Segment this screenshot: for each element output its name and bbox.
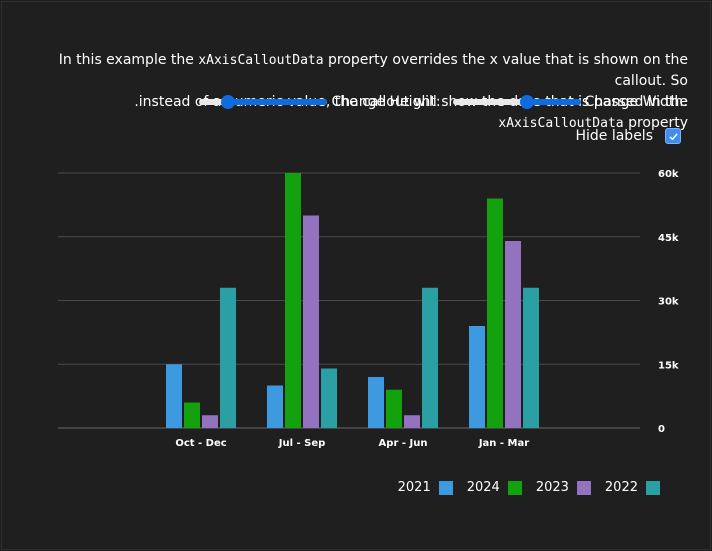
height-slider-thumb[interactable]: [220, 95, 235, 109]
change-width-label: :Change Width: [584, 94, 688, 110]
bar[interactable]: [321, 368, 337, 429]
bar[interactable]: [469, 326, 485, 428]
legend-label: 2021: [397, 480, 431, 495]
legend-swatch: [576, 480, 591, 495]
y-tick-label: 15k: [658, 360, 679, 371]
x-tick-label: Jul - Sep: [278, 438, 326, 449]
legend-item[interactable]: 2023: [536, 480, 591, 495]
bar[interactable]: [487, 198, 503, 429]
legend-item[interactable]: 2021: [398, 480, 453, 495]
legend-item[interactable]: 2022: [605, 480, 660, 495]
bar[interactable]: [386, 389, 402, 428]
bar[interactable]: [368, 377, 384, 428]
bar[interactable]: [285, 173, 301, 428]
size-controls: :Change Width :Change Height: [199, 92, 688, 112]
y-tick-label: 60k: [658, 169, 679, 180]
bar[interactable]: [267, 385, 283, 429]
height-slider[interactable]: [199, 95, 328, 109]
y-tick-label: 45k: [658, 233, 679, 244]
bar[interactable]: [166, 364, 182, 428]
bar[interactable]: [202, 415, 218, 428]
y-tick-label: 0: [658, 424, 665, 435]
bar[interactable]: [523, 287, 539, 428]
hide-labels-label: Hide labels: [575, 128, 653, 144]
height-slider-fill: [227, 99, 328, 105]
legend-swatch: [438, 480, 453, 495]
bar[interactable]: [505, 241, 521, 428]
legend-label: 2023: [535, 480, 569, 495]
legend-item[interactable]: 2024: [467, 480, 522, 495]
width-slider-thumb[interactable]: [519, 95, 534, 109]
description: In this example the xAxisCalloutData pro…: [8, 50, 688, 134]
legend-label: 2022: [604, 480, 638, 495]
width-slider-fill: [526, 99, 581, 105]
bar[interactable]: [220, 287, 236, 428]
bar[interactable]: [404, 415, 420, 428]
x-tick-label: Oct - Dec: [175, 438, 226, 449]
bar[interactable]: [184, 402, 200, 429]
x-tick-label: Apr - Jun: [379, 438, 428, 449]
change-height-label: :Change Height: [331, 94, 441, 110]
width-slider[interactable]: [452, 95, 581, 109]
hide-labels-checkbox[interactable]: [665, 128, 681, 144]
checkmark-icon: [668, 132, 678, 140]
description-line-2: .instead of a numeric value, the callout…: [134, 94, 688, 131]
y-tick-label: 30k: [658, 297, 679, 308]
legend-swatch: [646, 480, 660, 495]
bar[interactable]: [303, 215, 319, 429]
description-line-1: In this example the xAxisCalloutData pro…: [58, 52, 688, 89]
legend: 2021 2024 2023 2022: [384, 480, 660, 495]
x-tick-label: Jan - Mar: [478, 438, 529, 449]
legend-label: 2024: [466, 480, 500, 495]
hide-labels-toggle[interactable]: Hide labels: [575, 128, 681, 144]
bar[interactable]: [422, 287, 438, 428]
legend-swatch: [507, 480, 522, 495]
